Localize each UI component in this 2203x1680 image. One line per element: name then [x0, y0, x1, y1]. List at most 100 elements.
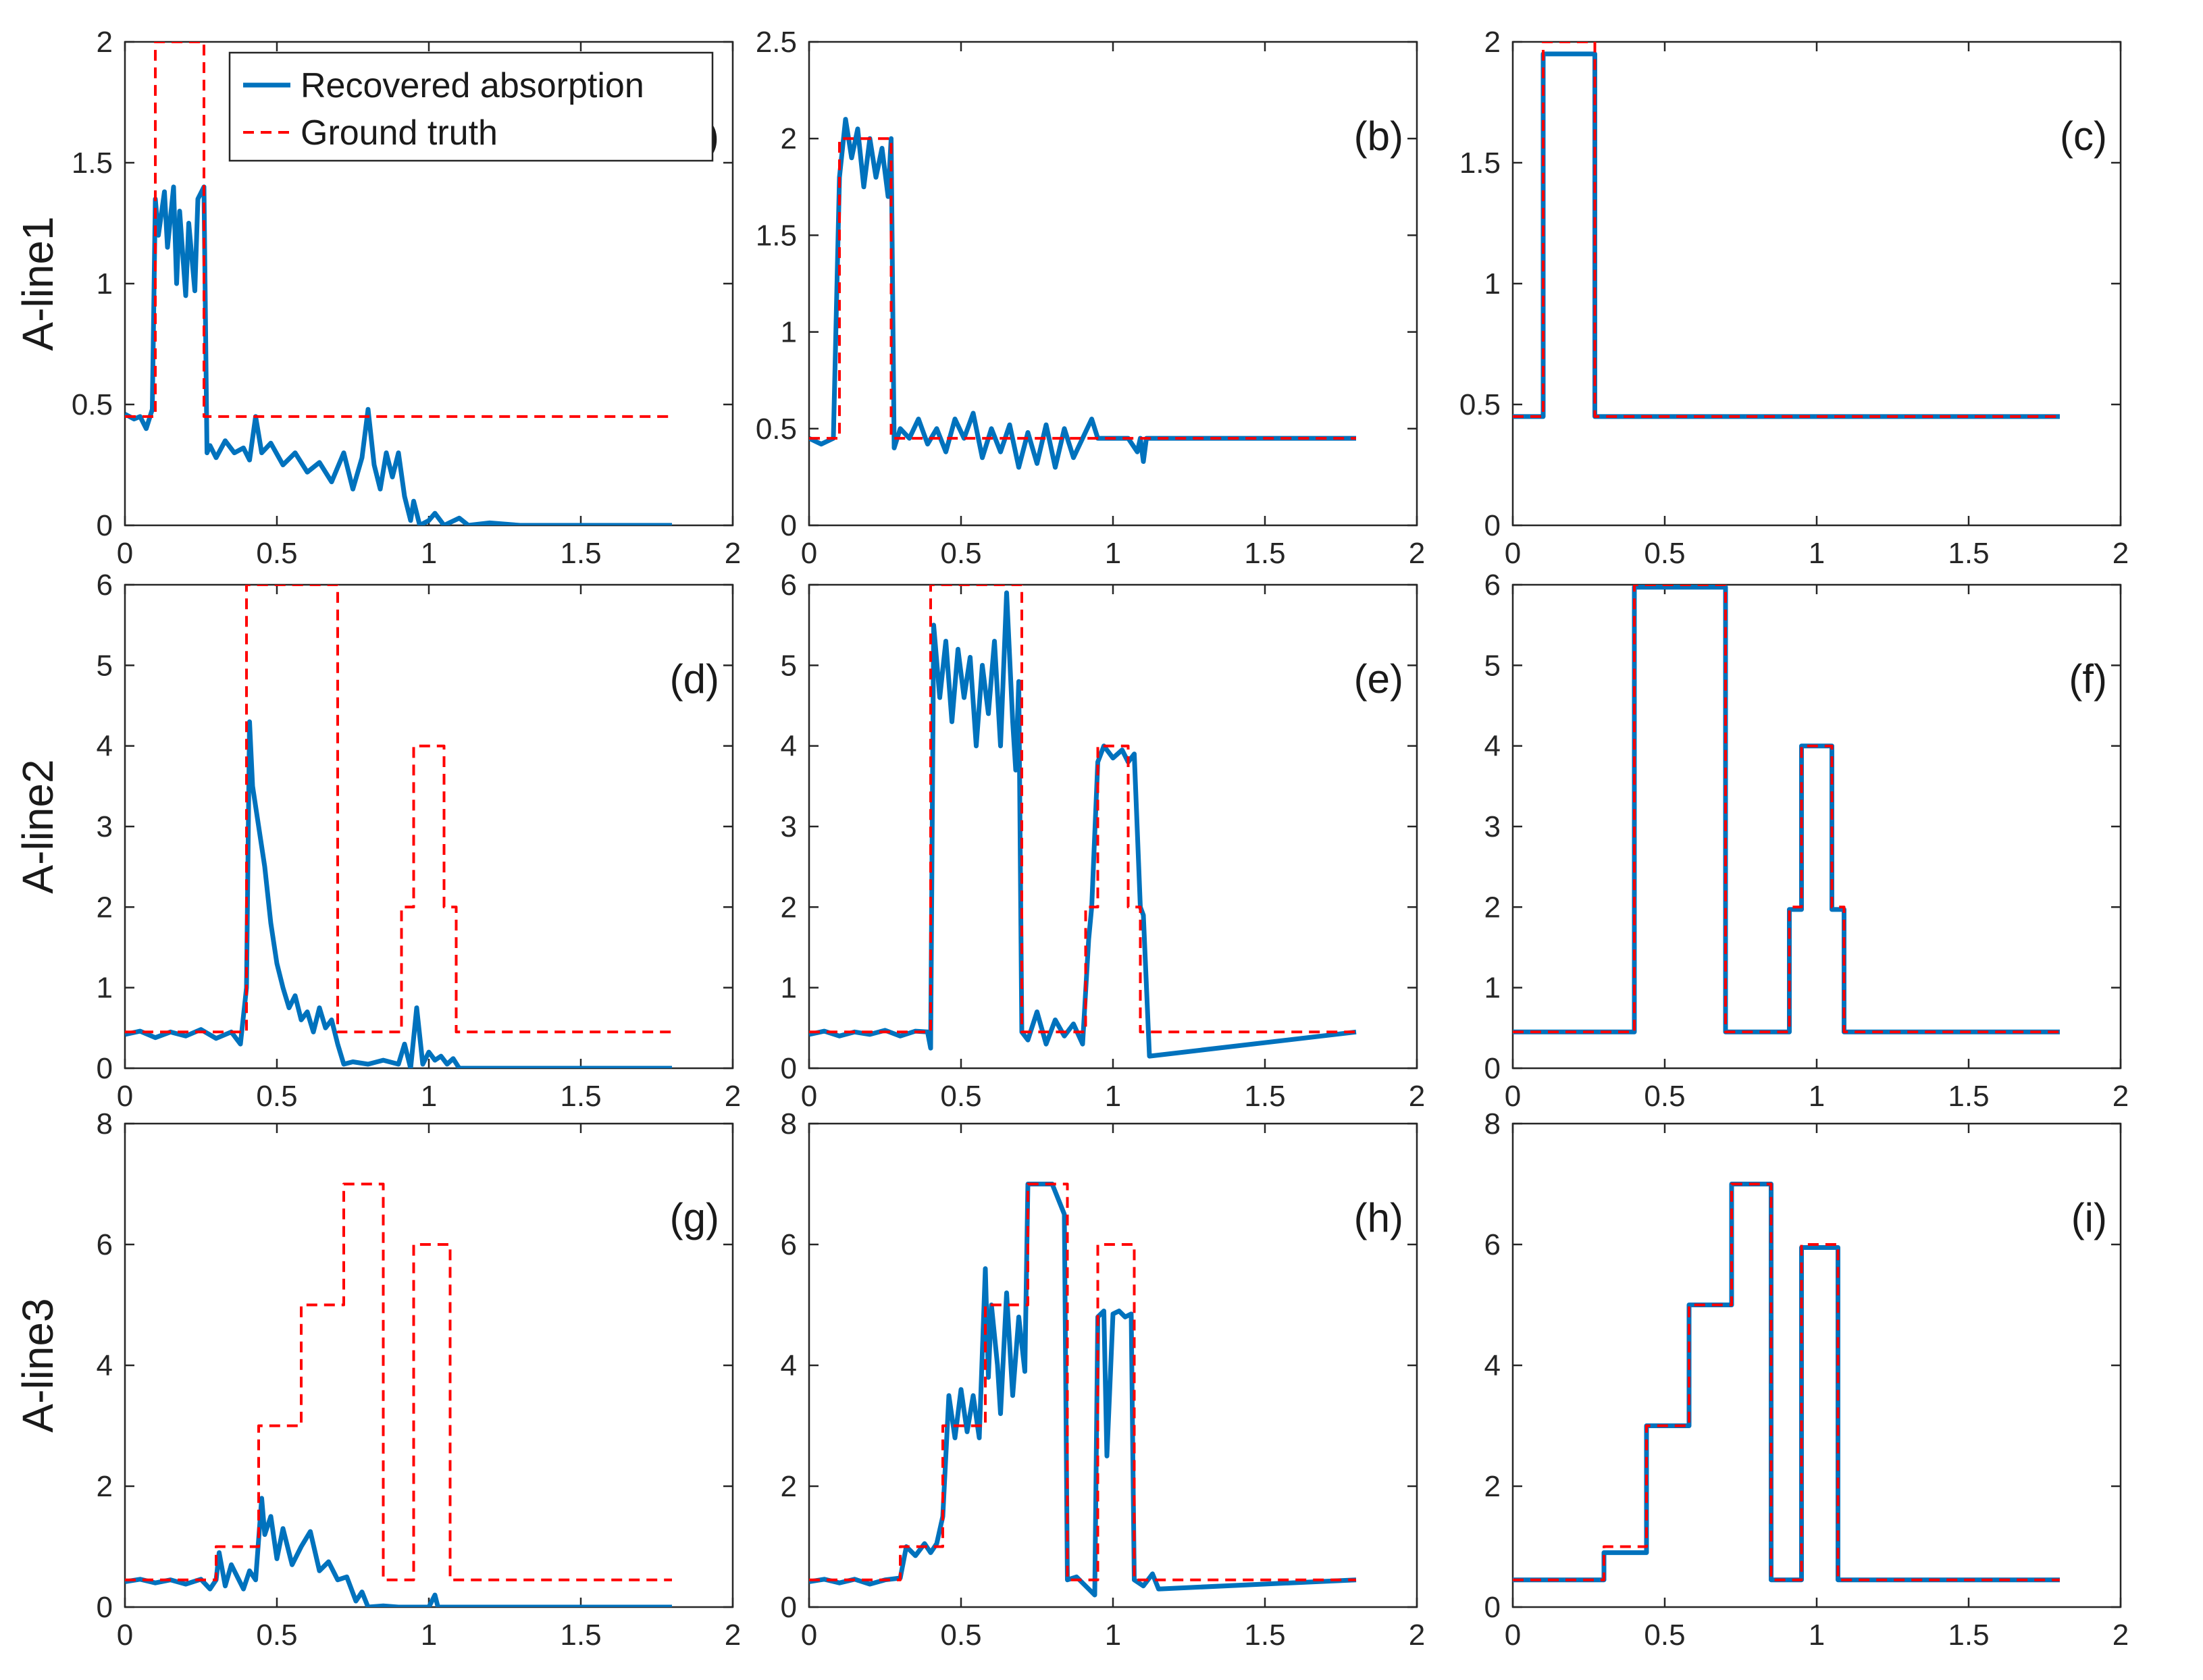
x-tick-label: 2 [1409, 1619, 1425, 1652]
row-labels: A-line1 A-line2 A-line3 [14, 216, 62, 1432]
y-tick-label: 1 [1484, 972, 1501, 1005]
y-tick-label: 2 [97, 1470, 113, 1503]
x-tick-label: 2 [725, 1080, 741, 1113]
x-tick-label: 1 [1105, 537, 1121, 570]
x-tick-label: 0 [801, 1080, 817, 1113]
recovered-absorption-line [125, 719, 672, 1068]
y-tick-label: 1 [1484, 267, 1501, 300]
y-tick-label: 1 [97, 267, 113, 300]
legend-recovered-label: Recovered absorption [301, 66, 644, 105]
panel-tag: (c) [2060, 113, 2107, 159]
y-tick-label: 1 [97, 972, 113, 1005]
y-tick-label: 1.5 [756, 219, 797, 252]
ground-truth-line [1513, 585, 2060, 1034]
x-tick-label: 1 [421, 1080, 437, 1113]
axes-box [1511, 1122, 2122, 1608]
ground-truth-line [125, 42, 672, 418]
ground-truth-line [125, 585, 672, 1034]
x-tick-label: 2 [2113, 1080, 2129, 1113]
y-tick-label: 1.5 [72, 147, 113, 180]
panel-c: 0 0.5 1 1.5 2 0 0.5 1 1.5 2 (c) [1459, 26, 2129, 570]
y-tick-label: 8 [1484, 1107, 1501, 1140]
axes-box [1511, 41, 2122, 527]
x-tick-label: 1.5 [560, 1619, 601, 1652]
x-tick-label: 2 [725, 537, 741, 570]
x-tick-label: 1 [1105, 1080, 1121, 1113]
x-tick-label: 0.5 [1644, 1080, 1685, 1113]
y-tick-label: 0 [1484, 509, 1501, 542]
y-tick-label: 2 [97, 891, 113, 924]
y-tick-label: 2 [1484, 26, 1501, 59]
recovered-absorption-line [809, 117, 1356, 470]
x-tick-label: 1.5 [1244, 1080, 1285, 1113]
x-tick-label: 0 [1505, 537, 1521, 570]
x-tick-label: 1 [1809, 1619, 1825, 1652]
x-tick-label: 1.5 [1948, 537, 1989, 570]
ground-truth-line [809, 137, 1356, 440]
x-tick-label: 1 [1809, 537, 1825, 570]
axes-box [808, 41, 1418, 527]
y-tick-label: 1 [781, 316, 797, 349]
x-tick-label: 2 [725, 1619, 741, 1652]
y-tick-label: 0.5 [1459, 388, 1501, 421]
y-tick-label: 2 [781, 122, 797, 155]
x-tick-label: 0.5 [940, 1619, 981, 1652]
x-tick-label: 1 [421, 1619, 437, 1652]
legend: Recovered absorption Ground truth [228, 51, 714, 162]
panel-tag: (d) [670, 656, 719, 702]
y-tick-label: 5 [781, 649, 797, 682]
y-tick-label: 4 [781, 1349, 797, 1382]
y-tick-label: 4 [1484, 1349, 1501, 1382]
panel-tag: (h) [1354, 1195, 1403, 1240]
panel-i: 0 0.5 1 1.5 2 0 2 4 6 8 (i) [1484, 1107, 2129, 1652]
y-tick-label: 4 [97, 730, 113, 763]
x-tick-label: 0 [801, 537, 817, 570]
ground-truth-line [1513, 42, 2060, 418]
x-tick-label: 2 [1409, 537, 1425, 570]
y-tick-label: 1 [781, 972, 797, 1005]
y-tick-label: 2 [781, 891, 797, 924]
panels: 00.511.5200.511.52(a)00.511.5200.511.522… [72, 26, 2129, 1652]
y-tick-label: 6 [97, 1228, 113, 1261]
y-tick-label: 0.5 [72, 388, 113, 421]
x-tick-label: 2 [1409, 1080, 1425, 1113]
recovered-absorption-line [125, 184, 672, 525]
y-tick-label: 2 [781, 1470, 797, 1503]
x-tick-label: 0 [1505, 1080, 1521, 1113]
x-tick-label: 1 [1105, 1619, 1121, 1652]
ground-truth-line [809, 585, 1356, 1034]
panel-tag: (f) [2069, 656, 2107, 702]
axes-box [124, 1122, 734, 1608]
y-tick-label: 2 [1484, 1470, 1501, 1503]
panel-tag: (g) [670, 1195, 719, 1240]
x-tick-label: 0.5 [1644, 537, 1685, 570]
y-tick-label: 3 [97, 810, 113, 843]
y-tick-label: 2.5 [756, 26, 797, 59]
y-tick-label: 6 [781, 1228, 797, 1261]
axes-box [808, 583, 1418, 1070]
y-tick-label: 6 [1484, 569, 1501, 602]
y-tick-label: 6 [97, 569, 113, 602]
y-tick-label: 4 [97, 1349, 113, 1382]
y-tick-label: 0 [781, 509, 797, 542]
panel-f: 0 0.5 1 1.5 2 0 1 2 3 4 5 6 (f) [1484, 569, 2129, 1113]
x-tick-label: 0 [801, 1619, 817, 1652]
x-tick-label: 0.5 [1644, 1619, 1685, 1652]
x-tick-label: 0.5 [940, 537, 981, 570]
recovered-absorption-line [809, 1182, 1357, 1598]
y-tick-label: 8 [97, 1107, 113, 1140]
ground-truth-line [125, 1182, 672, 1581]
x-tick-label: 1 [421, 537, 437, 570]
y-tick-label: 5 [97, 649, 113, 682]
y-tick-label: 0 [1484, 1591, 1501, 1624]
axes-box [1511, 583, 2122, 1070]
x-tick-label: 1.5 [1244, 1619, 1285, 1652]
panel-g: 0 0.5 1 1.5 2 0 2 4 6 8 (g) [97, 1107, 742, 1652]
y-tick-label: 1.5 [1459, 147, 1501, 180]
x-tick-label: 0.5 [256, 537, 297, 570]
y-tick-label: 4 [1484, 730, 1501, 763]
x-tick-label: 1.5 [560, 1080, 601, 1113]
y-tick-label: 0 [1484, 1052, 1501, 1085]
panel-tag: (i) [2071, 1195, 2107, 1240]
y-tick-label: 0 [781, 1591, 797, 1624]
